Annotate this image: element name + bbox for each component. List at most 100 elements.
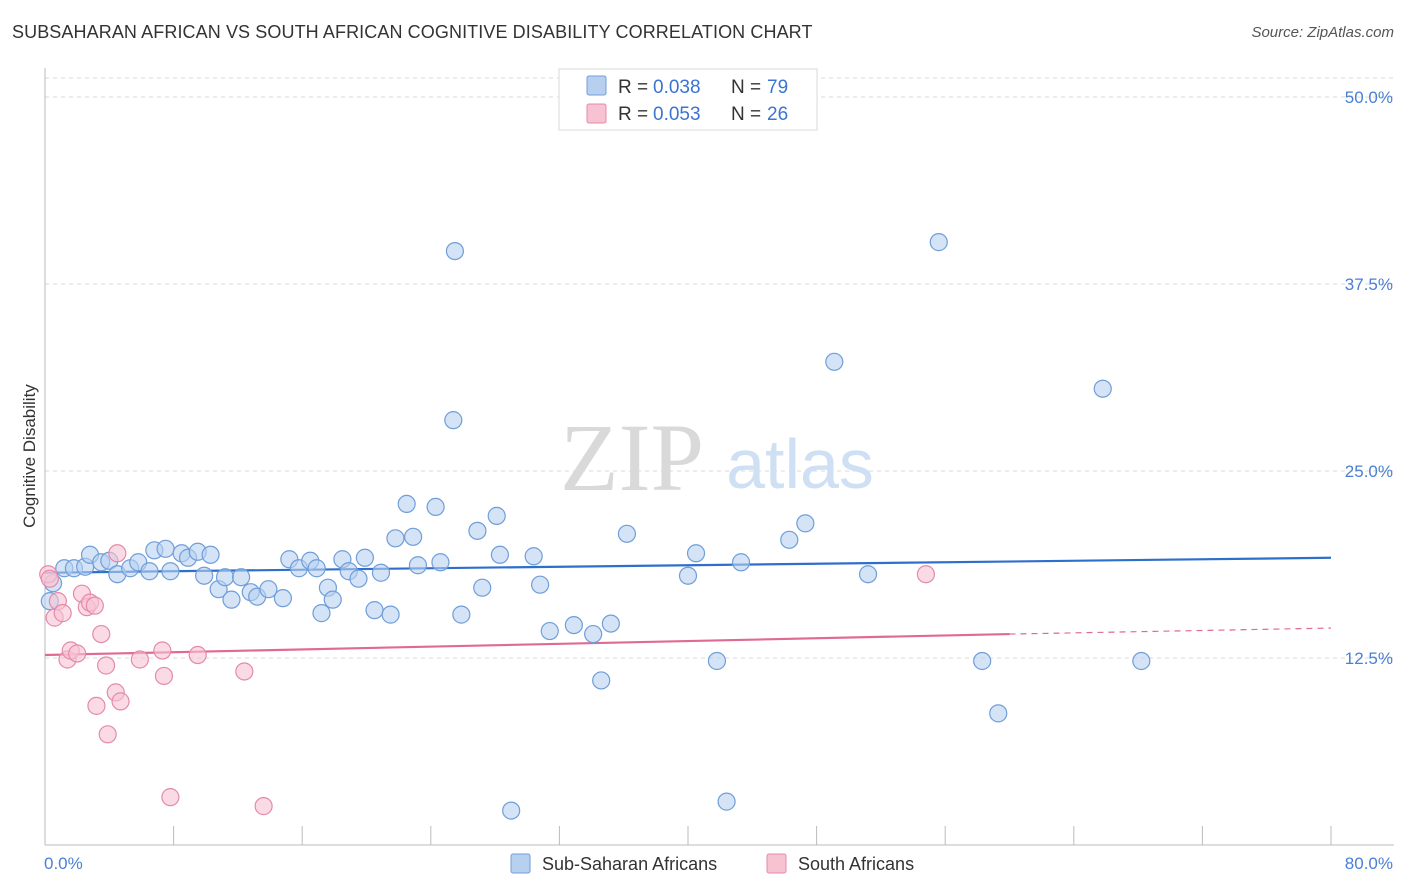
point-subsaharan-45: [408, 556, 428, 575]
point-subsaharan-56: [524, 547, 543, 566]
point-subsaharan-53: [487, 506, 506, 525]
point-southafrican-7: [68, 644, 87, 663]
bottom-legend: Sub-Saharan Africans South Africans: [510, 853, 914, 874]
trend-line-pink-extension: [1009, 627, 1332, 635]
point-subsaharan-23: [232, 568, 251, 587]
point-subsaharan-72: [858, 565, 878, 584]
point-subsaharan-64: [678, 566, 698, 585]
point-subsaharan-42: [386, 529, 405, 548]
point-subsaharan-63: [617, 524, 637, 543]
point-subsaharan-67: [717, 792, 736, 811]
point-subsaharan-44: [404, 527, 423, 546]
bottom-legend-label-pink: South Africans: [798, 854, 914, 874]
point-subsaharan-41: [381, 605, 400, 624]
point-subsaharan-54: [490, 545, 510, 564]
point-subsaharan-34: [323, 590, 342, 609]
point-southafrican-14: [96, 656, 116, 675]
point-subsaharan-27: [273, 589, 293, 608]
point-subsaharan-18: [195, 566, 214, 585]
point-subsaharan-37: [349, 569, 368, 588]
legend-n-label-blue: N =: [731, 77, 761, 98]
bottom-legend-swatch-pink: [766, 853, 787, 874]
point-southafrican-18: [108, 544, 127, 563]
legend-r-label-blue: R =: [618, 77, 648, 98]
point-subsaharan-62: [601, 614, 620, 633]
point-southafrican-4: [53, 604, 72, 623]
point-subsaharan-73: [929, 233, 948, 252]
point-subsaharan-49: [452, 605, 471, 624]
point-southafrican-20: [153, 641, 172, 660]
point-southafrican-22: [161, 788, 180, 807]
point-southafrican-15: [98, 725, 117, 744]
point-subsaharan-71: [825, 352, 844, 371]
y-tick-label-3: 50.0%: [1345, 88, 1393, 107]
bottom-legend-swatch-blue: [510, 853, 531, 874]
point-subsaharan-46: [426, 497, 445, 517]
axes: [44, 68, 1394, 846]
legend-swatch-blue: [586, 75, 607, 96]
point-subsaharan-38: [355, 548, 374, 567]
legend-box: R = 0.038 N = 79 R = 0.053 N = 26: [558, 68, 818, 131]
point-subsaharan-21: [215, 568, 235, 587]
point-southafrican-19: [130, 650, 149, 669]
point-subsaharan-51: [468, 521, 487, 540]
point-southafrican-24: [235, 662, 254, 681]
point-subsaharan-68: [731, 553, 751, 572]
point-subsaharan-55: [502, 801, 521, 820]
trend-line-blue: [44, 556, 1332, 574]
point-subsaharan-65: [686, 544, 706, 563]
point-subsaharan-66: [707, 651, 727, 671]
point-subsaharan-75: [989, 704, 1008, 723]
point-southafrican-25: [254, 797, 273, 816]
y-tick-label-1: 25.0%: [1345, 462, 1393, 481]
point-subsaharan-47: [431, 553, 450, 572]
y-tick-label-2: 37.5%: [1345, 275, 1393, 294]
point-subsaharan-22: [222, 590, 241, 609]
point-subsaharan-77: [1132, 651, 1151, 671]
chart-source: Source: ZipAtlas.com: [1251, 24, 1394, 41]
y-tick-label-0: 12.5%: [1345, 649, 1393, 668]
legend-swatch-pink: [586, 103, 607, 124]
point-southafrican-21: [154, 666, 174, 686]
watermark: ZIP atlas: [560, 404, 874, 511]
watermark-atlas: atlas: [726, 425, 874, 503]
legend-r-value-pink: 0.053: [653, 104, 701, 125]
point-subsaharan-13: [156, 539, 175, 558]
legend-n-label-pink: N =: [731, 104, 761, 125]
point-subsaharan-70: [796, 514, 815, 533]
point-subsaharan-26: [259, 580, 278, 599]
point-subsaharan-76: [1093, 379, 1112, 398]
tick-labels: 12.5% 25.0% 37.5% 50.0% 0.0% 80.0%: [44, 88, 1393, 873]
point-southafrican-11: [85, 596, 104, 615]
legend-n-value-pink: 26: [767, 104, 788, 125]
legend-r-label-pink: R =: [618, 104, 648, 125]
point-subsaharan-40: [371, 563, 391, 582]
x-tick-label-0: 0.0%: [44, 854, 83, 873]
chart-title: SUBSAHARAN AFRICAN VS SOUTH AFRICAN COGN…: [12, 22, 813, 42]
y-axis-title: Cognitive Disability: [20, 384, 39, 528]
point-subsaharan-59: [564, 615, 583, 635]
data-points: [39, 233, 1151, 820]
point-subsaharan-60: [584, 624, 603, 644]
bottom-legend-label-blue: Sub-Saharan Africans: [542, 854, 717, 874]
point-subsaharan-57: [531, 575, 550, 594]
point-subsaharan-19: [201, 545, 220, 564]
point-southafrican-13: [92, 624, 111, 644]
point-southafrican-12: [87, 696, 106, 715]
point-subsaharan-48: [444, 411, 463, 430]
point-subsaharan-14: [161, 562, 180, 581]
legend-n-value-blue: 79: [767, 77, 788, 98]
watermark-zip: ZIP: [560, 404, 704, 511]
point-subsaharan-32: [312, 604, 331, 623]
point-subsaharan-50: [445, 241, 465, 261]
point-subsaharan-69: [780, 530, 799, 549]
point-southafrican-26: [916, 565, 936, 584]
point-subsaharan-11: [140, 562, 159, 581]
point-subsaharan-58: [540, 621, 559, 641]
point-southafrican-23: [188, 645, 207, 665]
point-subsaharan-52: [473, 578, 492, 597]
point-subsaharan-39: [365, 601, 384, 620]
point-southafrican-1: [40, 569, 59, 588]
point-subsaharan-61: [592, 671, 611, 690]
